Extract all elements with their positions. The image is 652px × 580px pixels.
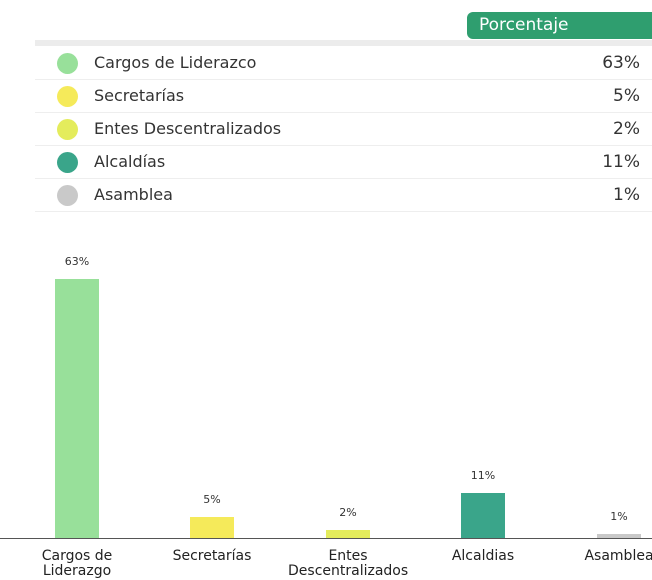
row-label: Secretarías <box>94 86 185 105</box>
x-tick-label: Asamblea <box>584 548 652 564</box>
row-label: Entes Descentralizados <box>94 119 282 138</box>
bar <box>55 279 99 538</box>
data-label: 11% <box>470 468 496 482</box>
data-label: 63% <box>64 255 90 268</box>
x-tick-label: Entes Descentralizados <box>288 548 409 579</box>
row-dot <box>57 185 78 206</box>
data-label: 1% <box>610 509 628 523</box>
data-label: 5% <box>203 493 221 507</box>
data-label: 2% <box>339 505 357 519</box>
row-value: 63% <box>602 53 640 73</box>
x-tick-label: Secretarías <box>172 548 252 564</box>
x-tick-label: Alcaldias <box>451 548 515 564</box>
header-band <box>35 40 652 46</box>
row-label: Alcaldías <box>94 152 166 171</box>
x-tick-label: Cargos de Liderazgo <box>41 548 113 579</box>
row-value: 2% <box>613 119 640 139</box>
table-row: Entes Descentralizados 2% <box>35 113 652 146</box>
row-value: 5% <box>613 86 640 106</box>
row-dot <box>57 119 78 140</box>
table-header: Porcentaje <box>467 12 652 39</box>
row-label: Cargos de Liderazco <box>94 53 257 72</box>
table-row: Secretarías 5% <box>35 80 652 113</box>
table-row: Alcaldías 11% <box>35 146 652 179</box>
bar <box>190 517 234 538</box>
x-axis <box>0 538 652 539</box>
table-row: Cargos de Liderazco 63% <box>35 47 652 80</box>
row-value: 11% <box>602 152 640 172</box>
bar <box>461 492 505 538</box>
bar <box>326 529 370 538</box>
table-row: Asamblea 1% <box>35 179 652 212</box>
row-dot <box>57 86 78 107</box>
row-label: Asamblea <box>94 185 173 204</box>
row-value: 1% <box>613 185 640 205</box>
bar <box>597 533 641 538</box>
row-dot <box>57 152 78 173</box>
row-dot <box>57 53 78 74</box>
